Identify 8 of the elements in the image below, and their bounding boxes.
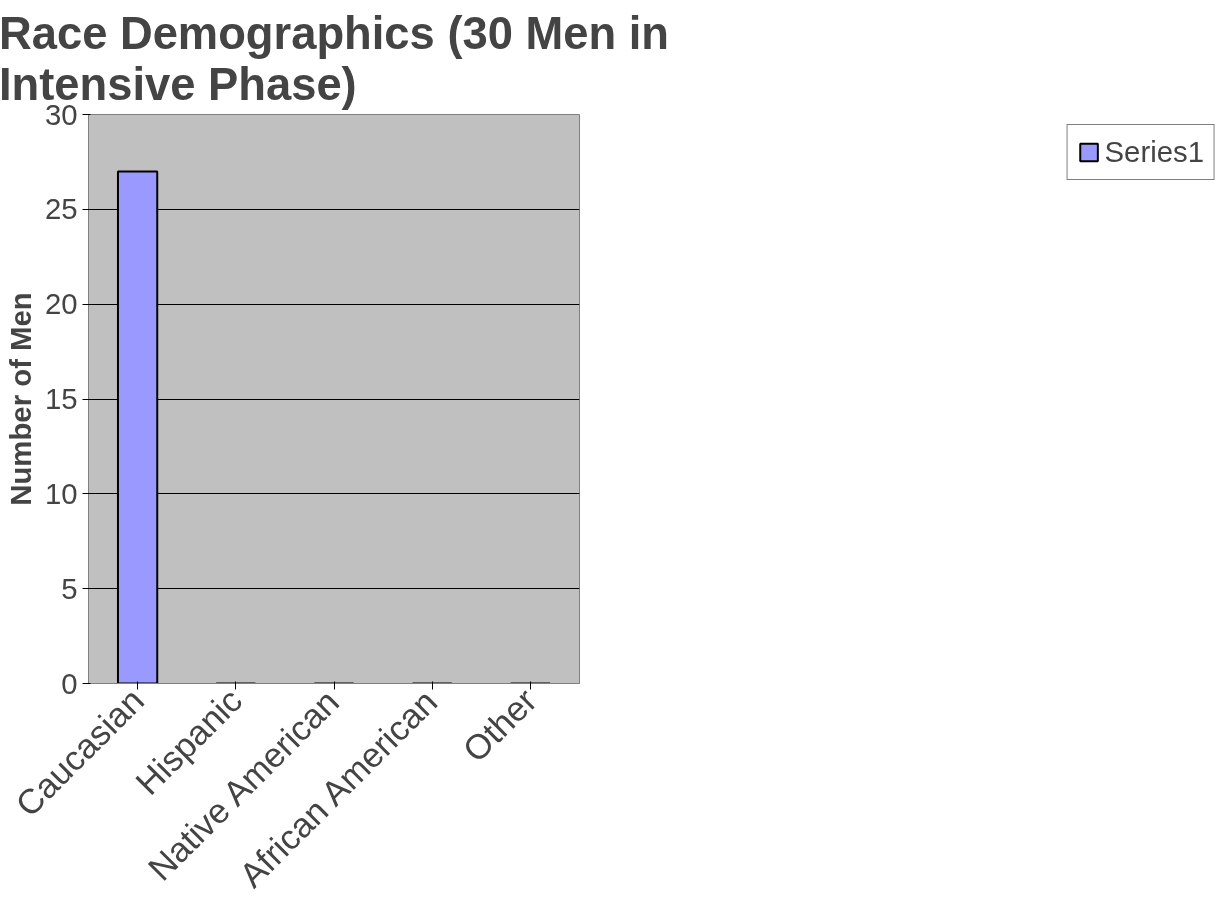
y-axis-title: Number of Men: [3, 292, 37, 506]
y-tick-label: 20: [44, 287, 78, 321]
legend-label: Series1: [1104, 135, 1204, 169]
y-tick-label: 25: [44, 192, 78, 226]
y-tick-label: 5: [61, 571, 78, 605]
y-tick-label: 10: [44, 476, 78, 510]
y-tick-label: 0: [61, 666, 78, 700]
y-tick-label: 15: [44, 382, 78, 415]
